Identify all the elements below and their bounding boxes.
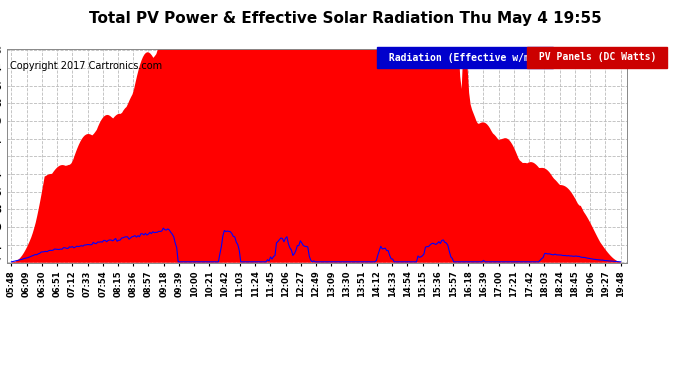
Text: Copyright 2017 Cartronics.com: Copyright 2017 Cartronics.com — [10, 62, 162, 71]
Text: Total PV Power & Effective Solar Radiation Thu May 4 19:55: Total PV Power & Effective Solar Radiati… — [88, 11, 602, 26]
Text: PV Panels (DC Watts): PV Panels (DC Watts) — [533, 53, 662, 63]
Text: Radiation (Effective w/m2): Radiation (Effective w/m2) — [383, 53, 547, 63]
